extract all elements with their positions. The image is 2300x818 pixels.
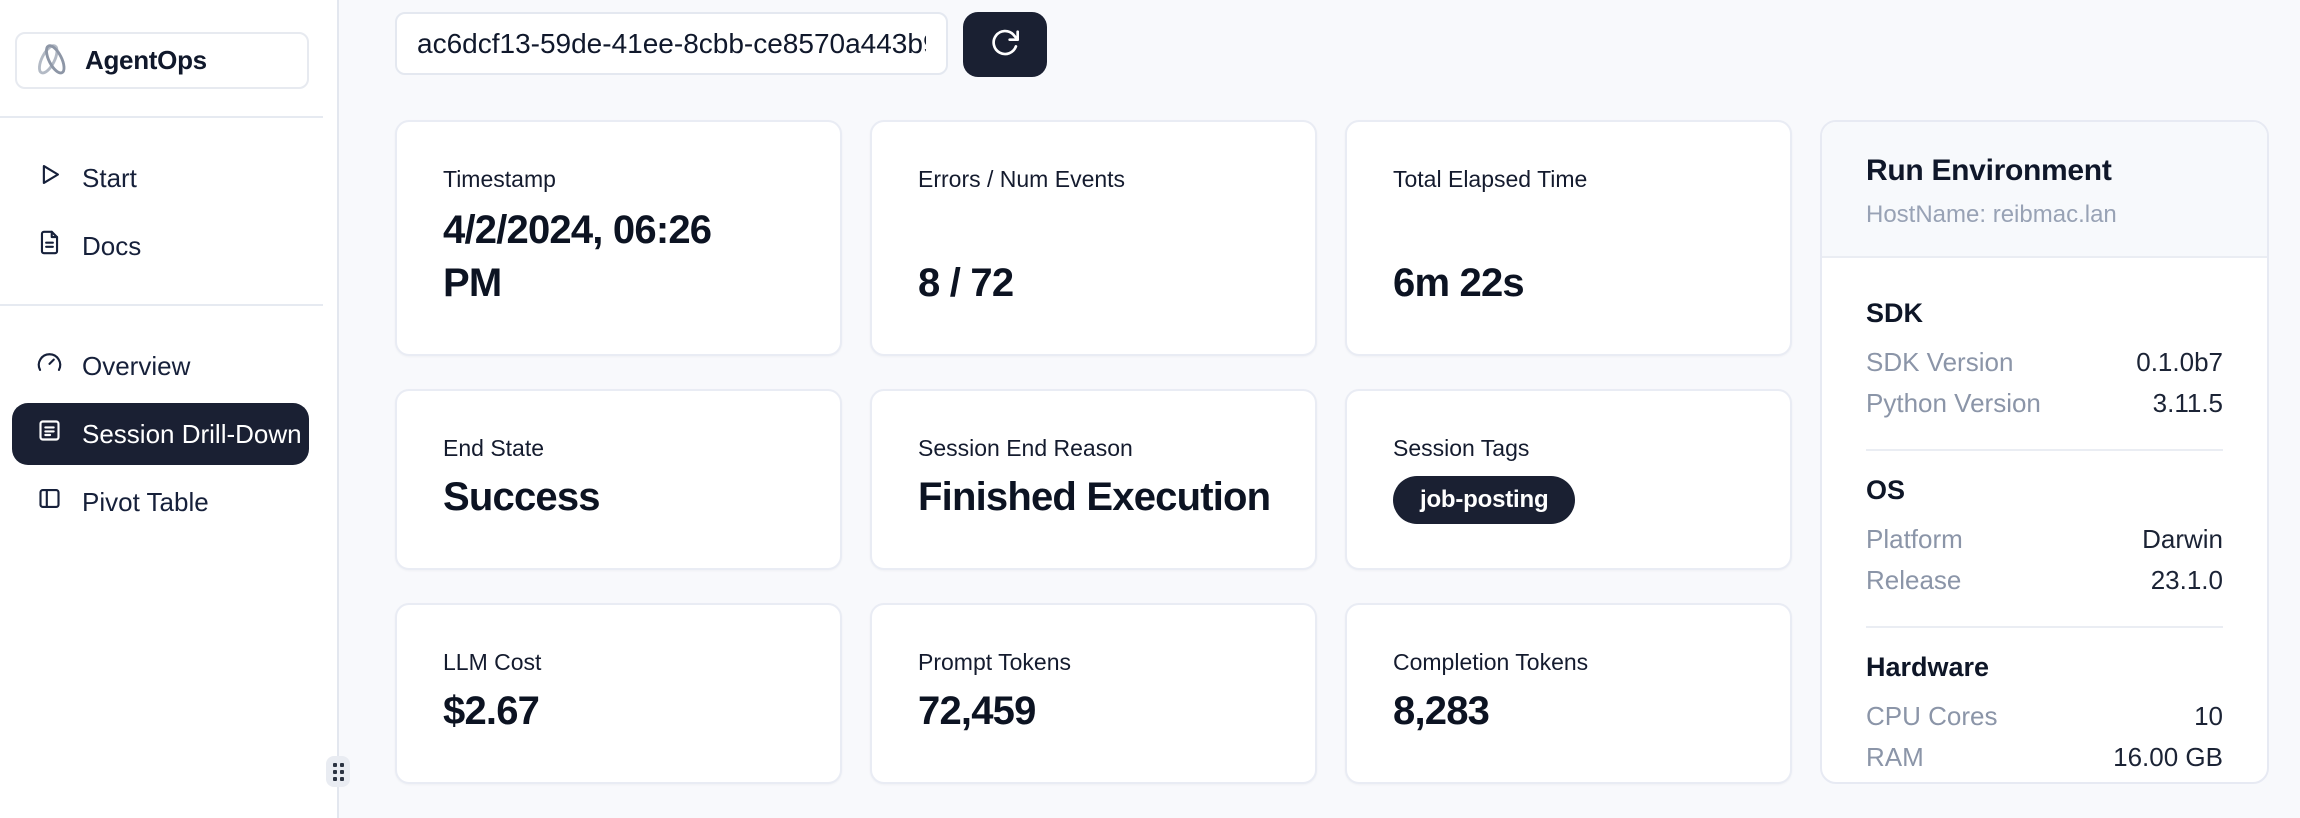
sidebar-item-overview[interactable]: Overview xyxy=(12,335,309,397)
env-row-label: CPU Cores xyxy=(1866,701,1998,731)
sidebar: AgentOps Start Docs xyxy=(0,0,350,818)
stats-grid: Timestamp 4/2/2024, 06:26 PM Errors / Nu… xyxy=(395,120,2300,784)
card-end-state: End State Success xyxy=(395,389,842,570)
env-row: Release 23.1.0 xyxy=(1866,560,2223,601)
env-row-label: SDK Version xyxy=(1866,347,2014,377)
env-section-title-hardware: Hardware xyxy=(1866,652,1990,682)
card-label: Prompt Tokens xyxy=(918,649,1071,675)
card-label: LLM Cost xyxy=(443,649,542,675)
main-content: Timestamp 4/2/2024, 06:26 PM Errors / Nu… xyxy=(339,0,2300,818)
refresh-icon xyxy=(989,27,1021,62)
panel-left-icon xyxy=(36,485,63,519)
card-errors-num-events: Errors / Num Events 8 / 72 xyxy=(870,120,1317,356)
session-id-input[interactable] xyxy=(395,12,948,75)
sidebar-nav-group: Overview Session Drill-Down Pivot Table xyxy=(12,335,309,533)
env-hostname: HostName: reibmac.lan xyxy=(1866,201,2117,228)
card-timestamp: Timestamp 4/2/2024, 06:26 PM xyxy=(395,120,842,356)
list-box-icon xyxy=(36,417,63,451)
refresh-button[interactable] xyxy=(963,12,1047,77)
env-section-title-os: OS xyxy=(1866,475,1906,505)
card-label: Total Elapsed Time xyxy=(1393,166,1588,192)
env-row-value: 0.1.0b7 xyxy=(2136,347,2223,377)
sidebar-divider xyxy=(0,304,323,306)
session-topbar xyxy=(395,12,2300,77)
card-value: Finished Execution xyxy=(918,475,1271,520)
card-value: 6m 22s xyxy=(1393,261,1525,306)
env-row-value: 23.1.0 xyxy=(2150,565,2223,595)
sidebar-item-label: Start xyxy=(82,162,137,193)
sidebar-item-docs[interactable]: Docs xyxy=(12,215,309,277)
card-label: Completion Tokens xyxy=(1393,649,1589,675)
card-value: $2.67 xyxy=(443,689,540,734)
card-label: Errors / Num Events xyxy=(918,166,1126,192)
env-row-label: RAM xyxy=(1866,742,1924,772)
card-value: 8,283 xyxy=(1393,689,1490,734)
env-body: SDK SDK Version 0.1.0b7 Python Version 3… xyxy=(1822,258,2267,782)
card-value: 4/2/2024, 06:26 PM xyxy=(443,208,712,306)
sidebar-item-label: Session Drill-Down xyxy=(82,418,302,449)
grip-dots-icon xyxy=(332,762,344,781)
env-row: Python Version 3.11.5 xyxy=(1866,383,2223,424)
env-divider xyxy=(1866,449,2223,451)
env-row: Platform Darwin xyxy=(1866,519,2223,560)
sidebar-item-label: Docs xyxy=(82,230,142,261)
logo-label: AgentOps xyxy=(85,45,207,75)
card-value: 8 / 72 xyxy=(918,261,1014,306)
gauge-icon xyxy=(36,349,63,383)
env-header: Run Environment HostName: reibmac.lan xyxy=(1822,122,2267,258)
env-divider xyxy=(1866,626,2223,628)
env-row-value: 3.11.5 xyxy=(2152,388,2223,418)
env-section-title-sdk: SDK xyxy=(1866,298,1924,328)
sidebar-item-label: Overview xyxy=(82,350,191,381)
card-llm-cost: LLM Cost $2.67 xyxy=(395,603,842,784)
env-row-label: Platform xyxy=(1866,524,1963,554)
agentops-logo[interactable]: AgentOps xyxy=(15,32,309,89)
card-total-elapsed-time: Total Elapsed Time 6m 22s xyxy=(1345,120,1792,356)
agentops-logo-icon xyxy=(33,39,71,82)
sidebar-item-label: Pivot Table xyxy=(82,486,209,517)
env-row: CPU Cores 10 xyxy=(1866,696,2223,737)
sidebar-item-pivot-table[interactable]: Pivot Table xyxy=(12,471,309,533)
card-label: Session Tags xyxy=(1393,435,1530,461)
sidebar-item-start[interactable]: Start xyxy=(12,147,309,209)
sidebar-resize-handle[interactable] xyxy=(326,756,350,787)
play-icon xyxy=(36,161,63,195)
sidebar-primary-group: Start Docs xyxy=(12,147,309,277)
card-label: Session End Reason xyxy=(918,435,1133,461)
env-row-label: Python Version xyxy=(1866,388,2041,418)
card-completion-tokens: Completion Tokens 8,283 xyxy=(1345,603,1792,784)
card-label: Timestamp xyxy=(443,166,556,192)
card-value: 72,459 xyxy=(918,689,1036,734)
card-label: End State xyxy=(443,435,545,461)
env-row-value: Darwin xyxy=(2142,524,2223,554)
card-value: Success xyxy=(443,475,601,520)
env-row-value: 10 xyxy=(2194,701,2223,731)
env-row: SDK Version 0.1.0b7 xyxy=(1866,342,2223,383)
sidebar-item-session-drill-down[interactable]: Session Drill-Down xyxy=(12,403,309,465)
card-session-tags: Session Tags job-posting xyxy=(1345,389,1792,570)
env-row-value: 16.00 GB xyxy=(2113,742,2223,772)
run-environment-panel: Run Environment HostName: reibmac.lan SD… xyxy=(1820,120,2269,784)
sidebar-divider xyxy=(0,116,323,118)
env-row: RAM 16.00 GB xyxy=(1866,737,2223,778)
document-icon xyxy=(36,229,63,263)
env-row-label: Release xyxy=(1866,565,1962,595)
card-session-end-reason: Session End Reason Finished Execution xyxy=(870,389,1317,570)
env-title: Run Environment xyxy=(1866,154,2112,187)
session-tag-badge: job-posting xyxy=(1393,476,1576,524)
card-prompt-tokens: Prompt Tokens 72,459 xyxy=(870,603,1317,784)
